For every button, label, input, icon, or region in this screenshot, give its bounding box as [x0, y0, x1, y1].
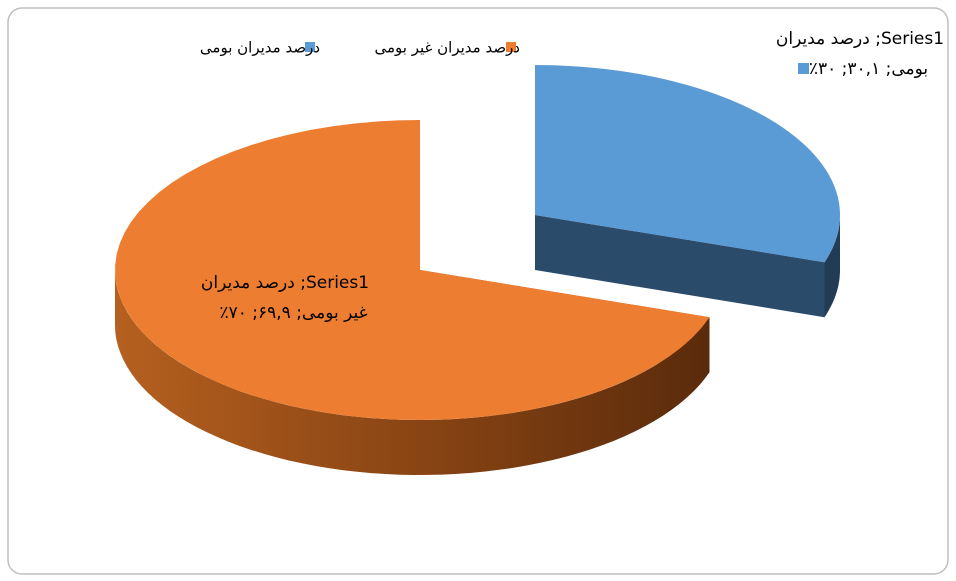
slice-side — [115, 270, 710, 475]
data-label: Series1; درصد مدیران بومی; ۳۰,۱; ۳۰٪ — [775, 24, 945, 84]
slice — [535, 65, 840, 263]
slice-side — [824, 215, 840, 318]
slice — [115, 120, 710, 420]
legend-label: درصد مدیران غیر بومی — [375, 39, 521, 57]
legend-swatch — [506, 42, 516, 52]
data-label: Series1; درصد مدیران غیر بومی; ۶۹,۹; ۷۰٪ — [200, 268, 370, 328]
data-label-text: Series1; درصد مدیران بومی; ۳۰,۱; ۳۰٪ — [775, 29, 945, 79]
slice-face — [535, 215, 825, 318]
data-label-text: Series1; درصد مدیران غیر بومی; ۶۹,۹; ۷۰٪ — [200, 273, 370, 323]
label-key — [797, 63, 809, 74]
legend-label: درصد مدیران بومی — [200, 39, 320, 57]
legend-swatch — [305, 42, 315, 52]
label-key — [208, 307, 220, 318]
